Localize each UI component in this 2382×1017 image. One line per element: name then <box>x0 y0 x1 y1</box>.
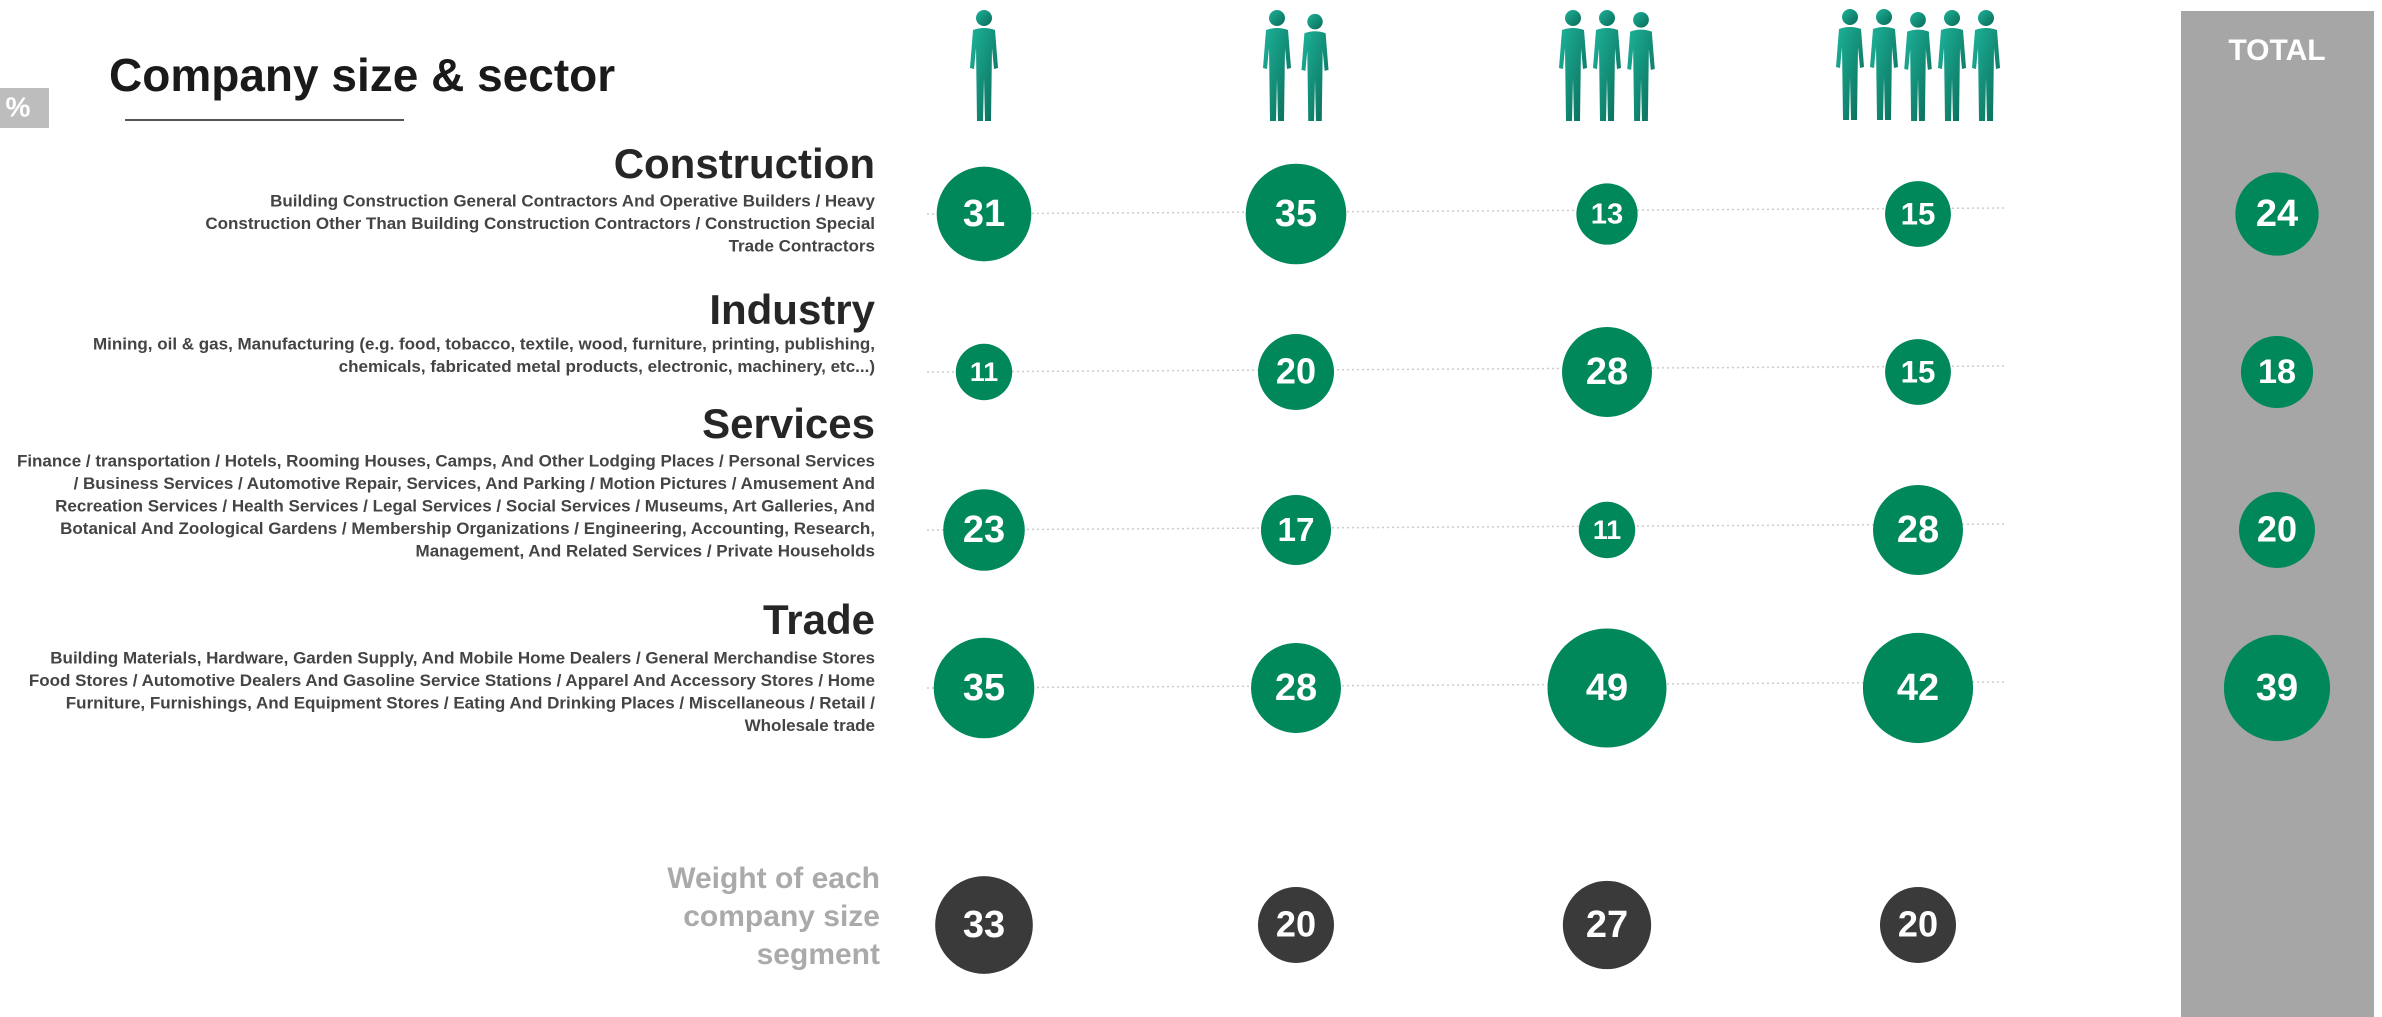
row-description: Building Construction General Contractor… <box>270 191 875 210</box>
bubble-label: 15 <box>1901 354 1936 389</box>
bubble <box>933 637 1035 739</box>
bubble-label: 20 <box>2257 509 2297 550</box>
row-description: Wholesale trade <box>745 716 875 735</box>
row-guide <box>926 523 2006 531</box>
bubble-label: 11 <box>1593 515 1621 545</box>
bubble <box>1576 183 1638 245</box>
row-description: / Business Services / Automotive Repair,… <box>74 474 875 493</box>
bubble-label: 20 <box>1276 351 1316 392</box>
chart-title: Company size & sector <box>109 49 615 101</box>
bubble <box>936 166 1032 262</box>
weight-label: Weight of each <box>667 862 880 895</box>
bubble-label: 28 <box>1897 509 1939 551</box>
bubble <box>935 876 1033 974</box>
bubble <box>1547 628 1667 748</box>
bubble-label: 24 <box>2256 193 2298 235</box>
bubble-label: 35 <box>1275 193 1317 235</box>
row-description: Mining, oil & gas, Manufacturing (e.g. f… <box>93 334 875 353</box>
row-name: Construction <box>614 140 875 187</box>
row-name: Industry <box>709 286 875 333</box>
bubble-label: 33 <box>963 904 1005 946</box>
weight-label: company size <box>683 900 880 933</box>
row-guide <box>926 207 2006 215</box>
weight-label: segment <box>757 938 880 971</box>
bubble <box>1885 339 1951 405</box>
bubble <box>2240 335 2314 409</box>
bubble <box>2235 172 2319 256</box>
bubble <box>1873 485 1963 575</box>
bubble-label: 17 <box>1277 512 1314 549</box>
unit-box <box>0 88 49 128</box>
bubble <box>1885 181 1951 247</box>
row-guide <box>926 681 2006 689</box>
row-description: Furniture, Furnishings, And Equipment St… <box>66 693 875 712</box>
row-name: Trade <box>763 596 875 643</box>
bubble <box>1245 163 1347 265</box>
bubble <box>955 343 1013 401</box>
row-description: Finance / transportation / Hotels, Roomi… <box>17 451 875 470</box>
row-description: Food Stores / Automotive Dealers And Gas… <box>29 671 875 690</box>
row-description: Botanical And Zoological Gardens / Membe… <box>60 519 875 538</box>
person-icon <box>1870 9 1898 120</box>
person-icon <box>1836 9 1864 120</box>
row-guide <box>926 365 2006 373</box>
person-icon <box>1627 11 1655 122</box>
bubble <box>943 489 1025 571</box>
row-description: Building Materials, Hardware, Garden Sup… <box>50 648 875 667</box>
bubble-label: 42 <box>1897 667 1939 709</box>
bubble <box>1251 643 1341 733</box>
person-icon <box>1938 10 1966 121</box>
row-description: Trade Contractors <box>729 236 875 255</box>
bubble-label: 15 <box>1901 196 1936 231</box>
bubble <box>1562 327 1652 417</box>
size-icons <box>970 9 2000 122</box>
bubble-label: 27 <box>1586 904 1628 946</box>
bubble-label: 28 <box>1275 667 1317 709</box>
person-icon <box>970 10 998 121</box>
bubble <box>1578 501 1636 559</box>
person-icon <box>1593 10 1621 121</box>
row-description: Recreation Services / Health Services / … <box>55 496 875 515</box>
bubble-label: 13 <box>1591 199 1623 231</box>
total-label: TOTAL <box>2228 34 2325 67</box>
bubble-label: 35 <box>963 667 1005 709</box>
person-icon <box>1301 13 1329 122</box>
unit-label: % <box>6 91 31 122</box>
bubble-label: 20 <box>1276 904 1316 945</box>
bubble-label: 20 <box>1898 904 1938 945</box>
bubble <box>1260 494 1332 566</box>
row-name: Services <box>702 400 875 447</box>
bubble <box>1257 886 1335 964</box>
row-description: Management, And Related Services / Priva… <box>416 541 875 560</box>
person-icon <box>1559 10 1587 121</box>
person-icon <box>1972 10 2000 121</box>
bubble-label: 49 <box>1586 667 1628 709</box>
bubble <box>1562 880 1652 970</box>
bubble-label: 23 <box>963 509 1005 551</box>
person-icon <box>1263 10 1291 121</box>
bubble <box>2238 491 2316 569</box>
bubble-label: 31 <box>963 193 1005 235</box>
bubble-label: 18 <box>2258 353 2296 391</box>
bubble-label: 11 <box>970 357 998 387</box>
person-icon <box>1904 11 1932 122</box>
row-description: Construction Other Than Building Constru… <box>205 214 875 233</box>
bubble-label: 28 <box>1586 351 1628 393</box>
bubble <box>1879 886 1957 964</box>
bubble <box>2223 634 2331 742</box>
row-description: chemicals, fabricated metal products, el… <box>339 357 875 376</box>
bubble-label: 39 <box>2256 667 2298 709</box>
bubble <box>1257 333 1335 411</box>
bubble <box>1862 632 1974 744</box>
